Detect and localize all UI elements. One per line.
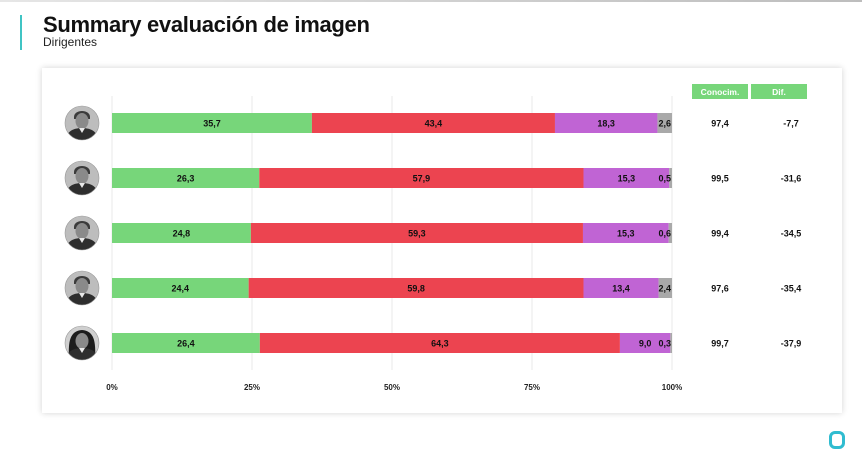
bar-value-label: 43,4 xyxy=(425,119,443,129)
x-tick-label: 100% xyxy=(662,383,682,392)
person-photo-icon xyxy=(64,160,100,196)
bar-segment xyxy=(657,113,672,133)
table-header-cell xyxy=(751,84,807,99)
bar-segment xyxy=(582,223,669,243)
x-tick-label: 0% xyxy=(106,383,118,392)
bar-segment xyxy=(658,278,672,298)
brand-logo-icon xyxy=(829,431,845,449)
bar-segment xyxy=(250,223,583,243)
person-photo-icon xyxy=(64,215,100,251)
bar-value-label: 0,5 xyxy=(658,174,671,184)
bar-value-label: 64,3 xyxy=(431,339,449,349)
bar-value-label: 59,8 xyxy=(407,284,425,294)
bar-value-label: 9,0 xyxy=(639,339,652,349)
bar-value-label: 35,7 xyxy=(203,119,221,129)
bar-value-label: 18,3 xyxy=(597,119,615,129)
dif-value: -34,5 xyxy=(781,229,802,239)
dif-value: -7,7 xyxy=(783,119,799,129)
conocim-value: 99,5 xyxy=(711,174,729,184)
bar-segment xyxy=(248,278,584,298)
bar-segment xyxy=(112,278,249,298)
bar-segment xyxy=(311,113,555,133)
bar-value-label: 0,6 xyxy=(658,229,671,239)
person-photo-icon xyxy=(64,270,100,306)
bar-value-label: 13,4 xyxy=(612,284,630,294)
page-title: Summary evaluación de imagen xyxy=(43,12,370,37)
bar-segment xyxy=(259,168,584,188)
bar-value-label: 0,3 xyxy=(658,339,671,349)
bar-segment xyxy=(112,113,312,133)
bar-segment xyxy=(259,333,620,353)
conocim-value: 97,4 xyxy=(711,119,729,129)
conocim-value: 99,7 xyxy=(711,339,729,349)
bar-segment xyxy=(670,333,672,353)
column-header-conocim: Conocim. xyxy=(701,87,740,97)
bar-segment xyxy=(554,113,658,133)
bar-segment xyxy=(668,223,672,243)
bar-value-label: 24,8 xyxy=(173,229,191,239)
dif-value: -37,9 xyxy=(781,339,802,349)
bar-segment xyxy=(112,333,260,353)
bar-segment xyxy=(583,168,670,188)
bar-value-label: 26,4 xyxy=(177,339,195,349)
column-header-dif: Dif. xyxy=(772,87,786,97)
title-accent-bar xyxy=(20,15,22,50)
page-subtitle: Dirigentes xyxy=(43,35,98,49)
bar-value-label: 26,3 xyxy=(177,174,195,184)
bar-value-label: 2,4 xyxy=(658,284,671,294)
conocim-value: 97,6 xyxy=(711,284,729,294)
bar-segment xyxy=(112,223,251,243)
person-photo-icon xyxy=(64,105,100,141)
bar-value-label: 24,4 xyxy=(172,284,190,294)
table-header-cell xyxy=(692,84,748,99)
top-divider xyxy=(0,0,862,2)
x-tick-label: 75% xyxy=(524,383,540,392)
bar-segment xyxy=(583,278,659,298)
dif-value: -31,6 xyxy=(781,174,802,184)
bar-segment xyxy=(112,168,260,188)
person-photo-icon xyxy=(64,325,100,361)
x-tick-label: 25% xyxy=(244,383,260,392)
bar-value-label: 2,6 xyxy=(658,119,671,129)
x-tick-label: 50% xyxy=(384,383,400,392)
dif-value: -35,4 xyxy=(781,284,802,294)
bar-value-label: 59,3 xyxy=(408,229,426,239)
bar-value-label: 15,3 xyxy=(618,174,636,184)
bar-value-label: 15,3 xyxy=(617,229,635,239)
bar-segment xyxy=(619,333,671,353)
bar-value-label: 57,9 xyxy=(413,174,431,184)
conocim-value: 99,4 xyxy=(711,229,729,239)
bar-segment xyxy=(669,168,672,188)
